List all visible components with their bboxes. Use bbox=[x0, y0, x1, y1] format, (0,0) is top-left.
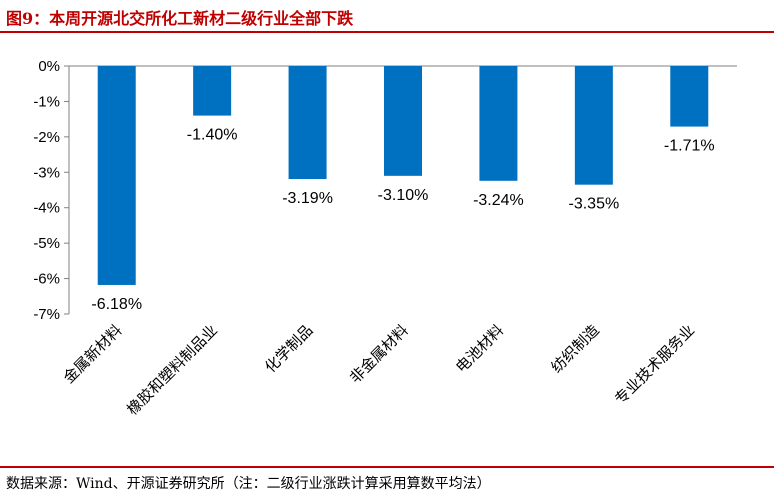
category-label: 电池材料 bbox=[452, 321, 507, 376]
data-label: -6.18% bbox=[91, 296, 142, 313]
category-label: 非金属材料 bbox=[346, 321, 412, 387]
bar bbox=[574, 66, 613, 185]
y-tick-label: -3% bbox=[33, 164, 60, 181]
y-tick-label: -4% bbox=[33, 200, 60, 217]
data-label: -1.71% bbox=[664, 138, 715, 155]
bar bbox=[479, 66, 518, 181]
y-tick-label: -5% bbox=[33, 235, 60, 252]
category-label: 化学制品 bbox=[261, 321, 316, 376]
y-tick-label: 0% bbox=[38, 58, 60, 75]
bar bbox=[670, 66, 709, 127]
y-tick-label: -7% bbox=[33, 306, 60, 323]
data-label: -3.10% bbox=[378, 187, 429, 204]
data-label: -3.19% bbox=[282, 190, 333, 207]
category-label: 专业技术服务业 bbox=[611, 321, 698, 408]
y-tick-label: -6% bbox=[33, 271, 60, 288]
bar bbox=[97, 66, 136, 285]
category-label: 金属新材料 bbox=[60, 321, 126, 387]
figure-title: 图9：本周开源北交所化工新材二级行业全部下跌 bbox=[6, 9, 354, 28]
category-label: 纺织制造 bbox=[548, 321, 603, 376]
data-label: -1.40% bbox=[187, 127, 238, 144]
data-label: -3.35% bbox=[569, 196, 620, 213]
y-axis: 0% -1% -2% -3% -4% -5% -6% -7% bbox=[33, 58, 737, 323]
y-tick-label: -2% bbox=[33, 129, 60, 146]
data-label-group: -6.18% -1.40% -3.19% -3.10% -3.24% -3.35% -1.7… bbox=[91, 127, 714, 313]
bar-group bbox=[97, 66, 709, 285]
data-label: -3.24% bbox=[473, 192, 524, 209]
bar bbox=[384, 66, 422, 176]
title-rule bbox=[0, 31, 774, 33]
bar-chart: 0% -1% -2% -3% -4% -5% -6% -7% -6.18% -1.40% -3.1… bbox=[33, 58, 737, 419]
y-tick-label: -1% bbox=[33, 93, 60, 110]
source-rule bbox=[0, 466, 774, 468]
bar bbox=[288, 66, 327, 180]
category-label: 橡胶和塑料制品业 bbox=[123, 321, 221, 419]
source-note: 数据来源：Wind、开源证券研究所（注：二级行业涨跌计算采用算数平均法） bbox=[6, 476, 491, 492]
bar bbox=[193, 66, 232, 116]
